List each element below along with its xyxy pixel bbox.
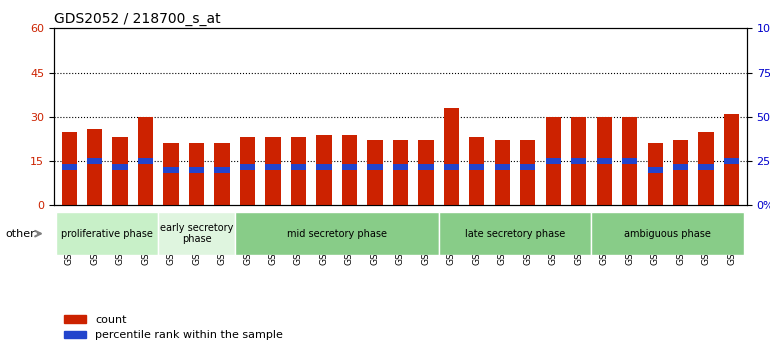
Bar <box>724 114 739 205</box>
Bar <box>546 158 561 164</box>
Bar <box>87 129 102 205</box>
Bar <box>698 164 714 170</box>
Bar <box>418 141 434 205</box>
Bar <box>494 164 510 170</box>
Bar <box>62 132 77 205</box>
Bar <box>571 158 587 164</box>
FancyBboxPatch shape <box>439 212 591 255</box>
Text: late secretory phase: late secretory phase <box>465 229 565 239</box>
Bar <box>240 137 255 205</box>
Legend: count, percentile rank within the sample: count, percentile rank within the sample <box>59 310 287 345</box>
Bar <box>521 164 535 170</box>
Bar <box>393 164 408 170</box>
Bar <box>342 135 357 205</box>
Bar <box>138 158 153 164</box>
Bar <box>673 164 688 170</box>
Text: other: other <box>5 229 35 239</box>
Bar <box>418 164 434 170</box>
Bar <box>163 143 179 205</box>
Text: ambiguous phase: ambiguous phase <box>624 229 711 239</box>
Bar <box>112 164 128 170</box>
FancyBboxPatch shape <box>235 212 439 255</box>
Bar <box>266 164 280 170</box>
Bar <box>622 158 638 164</box>
Bar <box>494 141 510 205</box>
Bar <box>648 143 663 205</box>
Bar <box>367 141 383 205</box>
Bar <box>648 167 663 173</box>
FancyBboxPatch shape <box>159 212 235 255</box>
Bar <box>521 141 535 205</box>
Bar <box>112 137 128 205</box>
Bar <box>214 167 229 173</box>
Bar <box>367 164 383 170</box>
Bar <box>393 141 408 205</box>
Bar <box>138 117 153 205</box>
Bar <box>698 132 714 205</box>
Bar <box>469 137 484 205</box>
Bar <box>673 141 688 205</box>
Bar <box>163 167 179 173</box>
Text: early secretory
phase: early secretory phase <box>160 223 233 245</box>
Text: mid secretory phase: mid secretory phase <box>286 229 387 239</box>
Bar <box>444 108 459 205</box>
Bar <box>622 117 638 205</box>
Bar <box>291 164 306 170</box>
Bar <box>291 137 306 205</box>
Bar <box>189 143 204 205</box>
Bar <box>597 158 612 164</box>
Bar <box>240 164 255 170</box>
Bar <box>214 143 229 205</box>
Bar <box>546 117 561 205</box>
Bar <box>342 164 357 170</box>
Bar <box>316 164 332 170</box>
FancyBboxPatch shape <box>56 212 159 255</box>
Bar <box>87 158 102 164</box>
Bar <box>62 164 77 170</box>
Bar <box>266 137 280 205</box>
Bar <box>444 164 459 170</box>
Bar <box>316 135 332 205</box>
Bar <box>189 167 204 173</box>
Bar <box>469 164 484 170</box>
Text: GDS2052 / 218700_s_at: GDS2052 / 218700_s_at <box>54 12 220 26</box>
FancyBboxPatch shape <box>591 212 745 255</box>
Bar <box>724 158 739 164</box>
Bar <box>571 117 587 205</box>
Bar <box>597 117 612 205</box>
Text: proliferative phase: proliferative phase <box>62 229 153 239</box>
